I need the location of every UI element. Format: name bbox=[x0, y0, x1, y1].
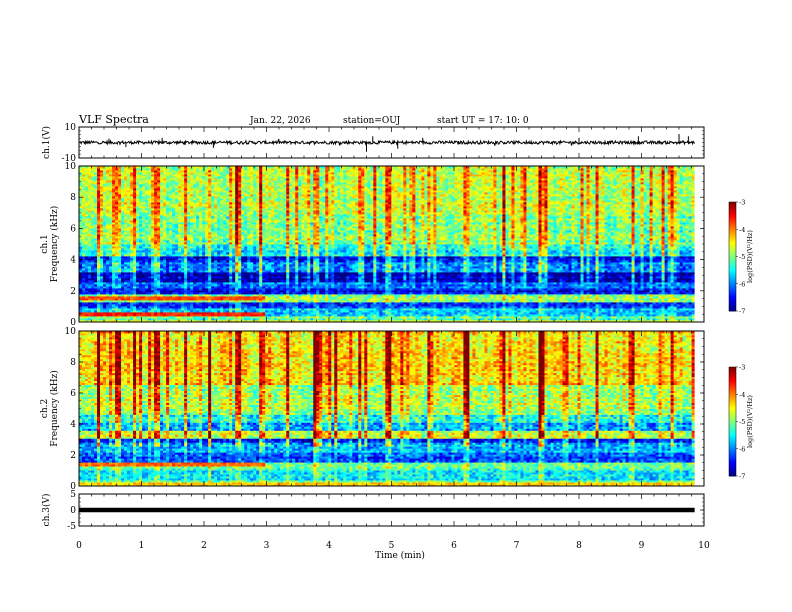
station-label: station=OUJ bbox=[343, 116, 401, 126]
date-label: Jan. 22, 2026 bbox=[249, 116, 311, 126]
vlf-spectra-chart: VLF Spectra Jan. 22, 2026 station=OUJ st… bbox=[0, 0, 792, 612]
y-tick-label: 10 bbox=[65, 123, 77, 133]
ch1-signal-line bbox=[79, 139, 695, 146]
ch1-waveform-ylabel: ch.1(V) bbox=[41, 126, 52, 159]
start-time-label: start UT = 17: 10: 0 bbox=[437, 116, 529, 126]
chart-title: VLF Spectra bbox=[78, 113, 149, 126]
ch1-spectrogram-cells bbox=[79, 166, 695, 322]
